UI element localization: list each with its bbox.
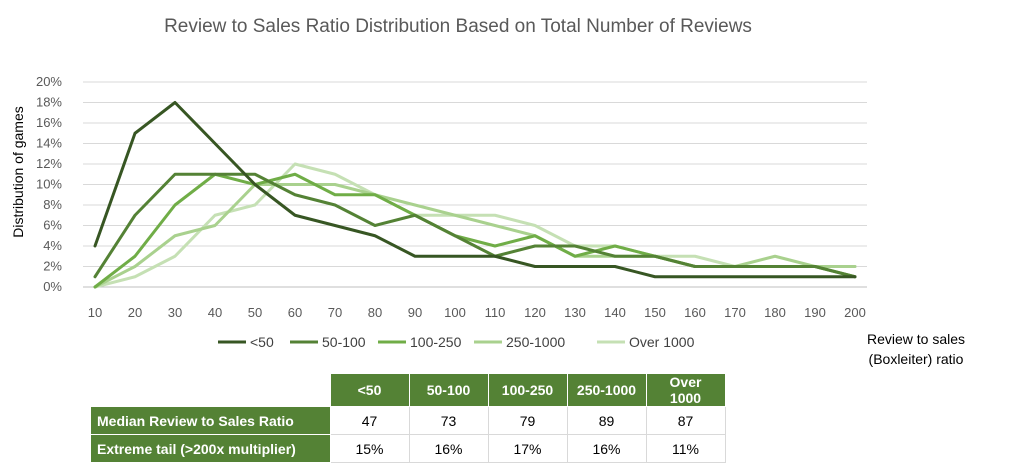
series-line <box>93 162 857 289</box>
table-row: Median Review to Sales Ratio 47 73 79 89… <box>90 406 726 435</box>
table-cell: 87 <box>645 406 726 435</box>
x-tick-label: 130 <box>564 305 586 320</box>
x-tick-label: 30 <box>168 305 182 320</box>
legend-label: Over 1000 <box>629 334 695 350</box>
y-tick-label: 6% <box>43 218 62 233</box>
table-cell: 16% <box>566 434 647 463</box>
table-row: Extreme tail (>200x multiplier) 15% 16% … <box>90 434 726 463</box>
x-tick-label: 200 <box>844 305 866 320</box>
legend-label: <50 <box>250 334 274 350</box>
legend-label: 250-1000 <box>506 334 565 350</box>
series-lines <box>93 101 857 289</box>
legend-label: 100-250 <box>410 334 462 350</box>
x-tick-label: 170 <box>724 305 746 320</box>
table-header-cell: 100-250 <box>487 373 568 407</box>
summary-table: <50 50-100 100-250 250-1000 Over 1000 Me… <box>90 373 726 463</box>
x-axis-title-line-2: (Boxleiter) ratio <box>869 351 964 367</box>
x-tick-label: 160 <box>684 305 706 320</box>
x-tick-label: 90 <box>408 305 422 320</box>
x-tick-label: 190 <box>804 305 826 320</box>
y-tick-label: 16% <box>36 115 62 130</box>
series-line <box>93 172 857 289</box>
y-tick-label: 8% <box>43 197 62 212</box>
x-tick-label: 60 <box>288 305 302 320</box>
x-axis-title-line-1: Review to sales <box>867 331 965 347</box>
y-axis-ticks: 0% 2% 4% 6% 8% 10% 12% 14% 16% 18% 20% <box>36 74 62 294</box>
table-row-label: Extreme tail (>200x multiplier) <box>90 434 331 463</box>
y-tick-label: 20% <box>36 74 62 89</box>
y-tick-label: 12% <box>36 156 62 171</box>
series-line <box>93 101 857 279</box>
x-tick-label: 70 <box>328 305 342 320</box>
table-header-cell: 50-100 <box>408 373 489 407</box>
table-cell: 17% <box>487 434 568 463</box>
table-cell: 89 <box>566 406 647 435</box>
y-tick-label: 2% <box>43 259 62 274</box>
x-tick-label: 10 <box>88 305 102 320</box>
table-row-label: Median Review to Sales Ratio <box>90 406 331 435</box>
y-tick-label: 0% <box>43 279 62 294</box>
y-tick-label: 18% <box>36 95 62 110</box>
table-header-row: <50 50-100 100-250 250-1000 Over 1000 <box>91 373 726 407</box>
x-axis-ticks: 10 20 30 40 50 60 70 80 90 100 110 120 130 140 150 160 1… <box>88 305 866 320</box>
series-line <box>93 183 857 289</box>
table-cell: 16% <box>408 434 489 463</box>
x-tick-label: 50 <box>248 305 262 320</box>
table-cell: 73 <box>408 406 489 435</box>
line-chart: Review to Sales Ratio Distribution Based… <box>10 16 965 367</box>
y-tick-label: 10% <box>36 177 62 192</box>
y-axis-title: Distribution of games <box>10 106 26 238</box>
x-tick-label: 140 <box>604 305 626 320</box>
legend: <50 50-100 100-250 250-1000 Over 1000 <box>218 334 695 350</box>
x-tick-label: 80 <box>368 305 382 320</box>
table-cell: 11% <box>645 434 726 463</box>
x-tick-label: 100 <box>444 305 466 320</box>
table-cell: 79 <box>487 406 568 435</box>
table-header-cell: 250-1000 <box>566 373 647 407</box>
x-tick-label: 40 <box>208 305 222 320</box>
x-tick-label: 150 <box>644 305 666 320</box>
chart-title: Review to Sales Ratio Distribution Based… <box>164 16 752 37</box>
table-cell: 15% <box>329 434 410 463</box>
table-corner <box>91 374 331 407</box>
x-tick-label: 120 <box>524 305 546 320</box>
x-tick-label: 20 <box>128 305 142 320</box>
x-tick-label: 180 <box>764 305 786 320</box>
legend-label: 50-100 <box>322 334 366 350</box>
table-header-cell: <50 <box>329 373 410 407</box>
y-tick-label: 4% <box>43 238 62 253</box>
y-tick-label: 14% <box>36 136 62 151</box>
table-cell: 47 <box>329 406 410 435</box>
table-header-cell: Over 1000 <box>645 373 726 407</box>
series-line <box>93 172 857 279</box>
x-tick-label: 110 <box>485 305 506 320</box>
gridlines <box>83 81 867 288</box>
